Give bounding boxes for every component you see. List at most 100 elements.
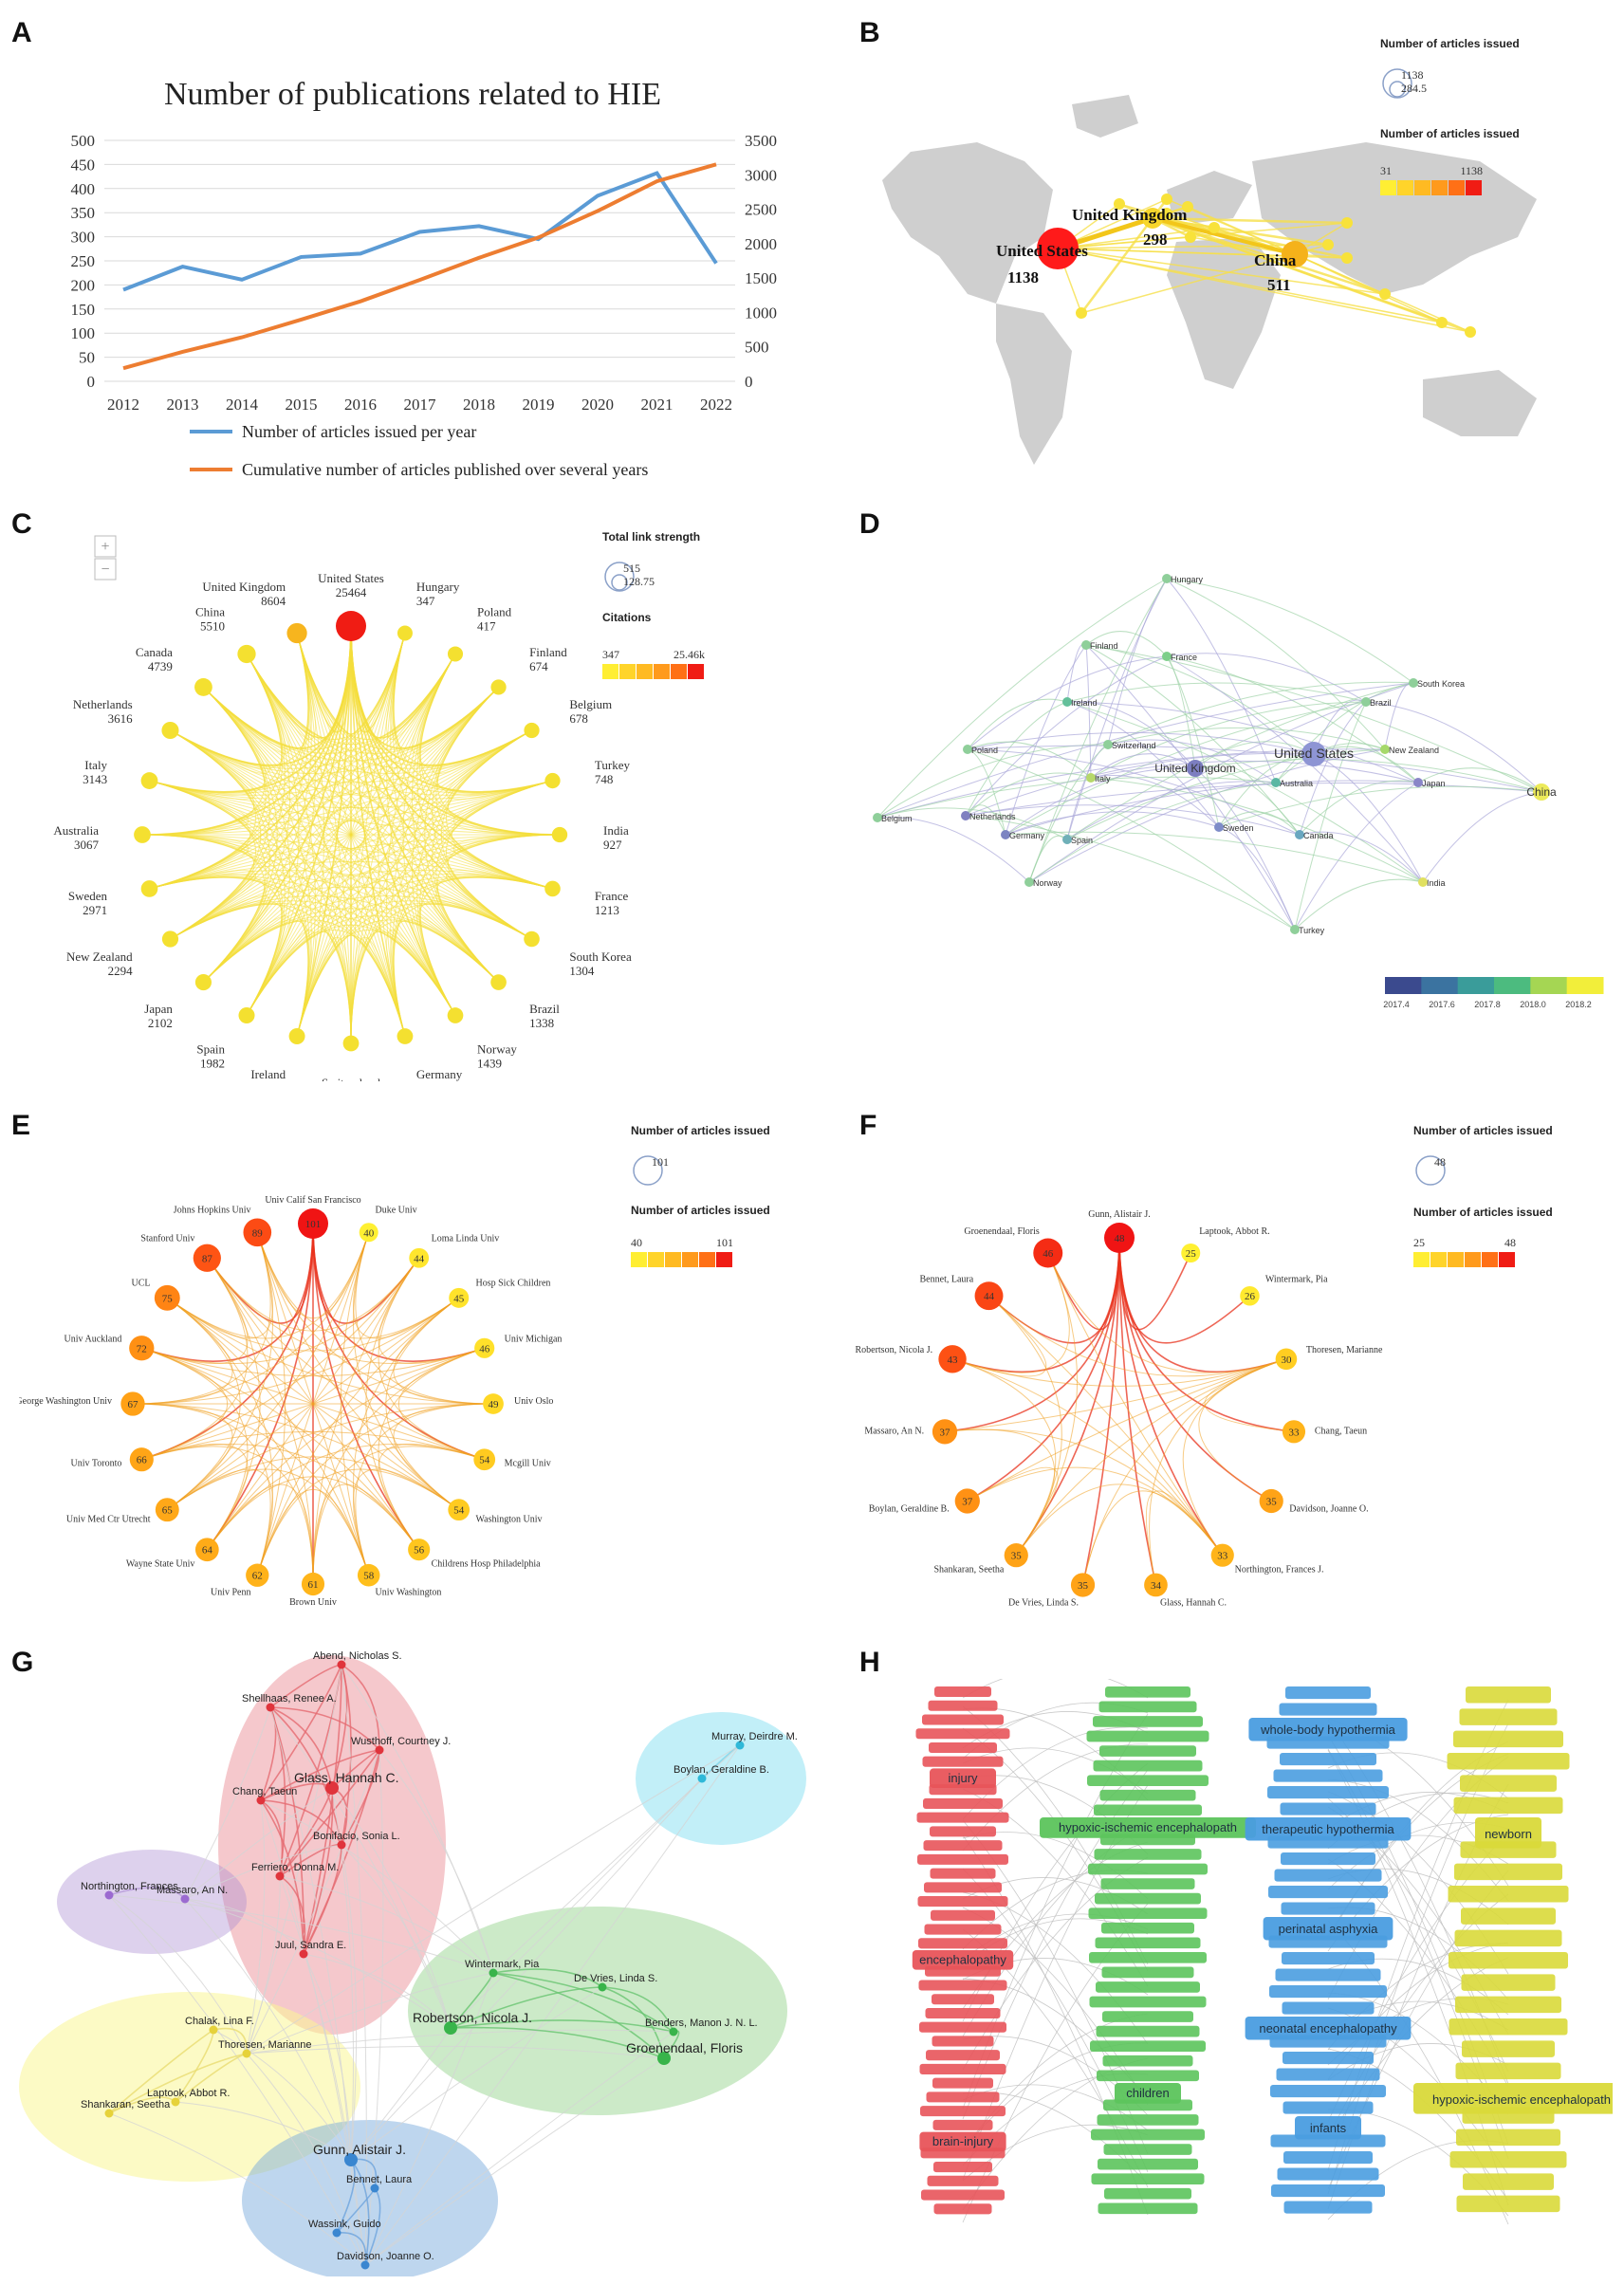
chord-node-finland <box>490 679 507 695</box>
chord-link <box>141 1347 420 1551</box>
keyword-small-box <box>1088 1863 1208 1875</box>
keyword-small-box <box>932 2119 993 2130</box>
chord-node-value-univ-calif-san-francisco: 101 <box>305 1219 322 1230</box>
overlay-node-south-korea <box>1409 678 1418 688</box>
map-legend-ramp-swatch <box>1397 180 1413 195</box>
chord-node-label-childrens-hosp-philadelphia: Childrens Hosp Philadelphia <box>432 1559 542 1570</box>
chord-link <box>1118 1237 1287 1373</box>
keyword-box-hypoxic-ischemic-encephalopath <box>1040 1817 1256 1838</box>
map-label-united-states: United States <box>996 242 1088 260</box>
panel-label-f: F <box>859 1110 877 1141</box>
author-link <box>350 2159 370 2266</box>
overlay-link <box>965 804 1301 836</box>
keyword-small-box <box>1282 1952 1375 1965</box>
chord-link <box>141 834 532 940</box>
map-legend-ramp-swatch <box>1449 180 1465 195</box>
keyword-small-box <box>1461 1974 1556 1991</box>
chord-link <box>170 729 456 1016</box>
author-node-boylan-geraldine-b <box>697 1774 707 1783</box>
keyword-small-box <box>1089 1996 1207 2008</box>
overlay-link <box>1275 743 1386 783</box>
keyword-small-box <box>1282 2001 1375 2015</box>
chord-node-label-hosp-sick-children: Hosp Sick Children <box>476 1278 551 1288</box>
keyword-box-children <box>1115 2083 1181 2104</box>
chord-node-label-sweden: Sweden <box>68 889 108 903</box>
f-legend-ramp-swatch <box>1413 1252 1430 1267</box>
map-link <box>1057 236 1191 249</box>
overlay-link <box>1066 643 1087 703</box>
chord-node-label-univ-med-ctr-utrecht: Univ Med Ctr Utrecht <box>66 1515 151 1525</box>
chord-node-massaro-an-n <box>932 1419 958 1445</box>
author-link <box>303 1953 452 2029</box>
author-link <box>350 2027 452 2161</box>
map-link-uk-cn <box>1152 216 1296 256</box>
chord-link <box>1081 1237 1120 1586</box>
chord-node-wayne-state-univ <box>194 1538 219 1562</box>
chord-node-value-univ-oslo: 49 <box>489 1399 500 1410</box>
e-legend-ramp-swatch <box>631 1252 647 1267</box>
chord-node-label-groenendaal-floris: Groenendaal, Floris <box>964 1226 1040 1237</box>
overlay-node-brazil <box>1361 697 1371 707</box>
overlay-link <box>1085 631 1168 657</box>
author-link <box>269 1706 333 1789</box>
chord-node-value-davidson-joanne-o: 35 <box>1266 1497 1278 1508</box>
overlay-link <box>1294 878 1424 931</box>
chord-node-label-thoresen-marianne: Thoresen, Marianne <box>1306 1345 1383 1355</box>
chord-node-value-de-vries-linda-s: 35 <box>1078 1580 1089 1592</box>
author-label-bonifacio-sonia-l: Bonifacio, Sonia L. <box>313 1831 400 1842</box>
keyword-small-box <box>1095 1892 1201 1905</box>
panel-label-c: C <box>11 508 32 540</box>
e-legend-size-circle <box>633 1155 663 1186</box>
chord-node-value-sweden: 2971 <box>83 903 107 917</box>
author-link <box>269 1706 380 1751</box>
keyword-small-box <box>920 2106 1006 2117</box>
overlay-link <box>1085 644 1092 779</box>
keyword-label-infants: infants <box>1310 2121 1347 2135</box>
chord-link <box>1118 1237 1224 1557</box>
colorbar-segment <box>1494 977 1531 994</box>
chord-link <box>166 1297 494 1405</box>
keyword-small-box <box>1456 2195 1560 2213</box>
author-label-massaro-an-n: Massaro, An N. <box>157 1885 228 1896</box>
keyword-small-box <box>1281 1902 1375 1915</box>
chord-link <box>149 780 250 890</box>
keyword-small-box <box>932 2036 994 2047</box>
chord-link <box>1047 1237 1120 1331</box>
overlay-link <box>1066 781 1277 840</box>
author-link <box>184 1706 271 1900</box>
keyword-label-hypoxic-ischemic-encephalopath: hypoxic-ischemic encephalopath <box>1432 2092 1611 2107</box>
chord-node-value-india: 927 <box>603 838 622 852</box>
overlay-link <box>1066 701 1424 883</box>
overlay-link <box>1218 785 1542 828</box>
author-link <box>331 1787 452 2029</box>
chart-b-country-map: United States 1138 United Kingdom 298 China 5… <box>882 37 1537 465</box>
c-legend-ramp-swatch <box>688 664 704 679</box>
keyword-small-box <box>931 1909 995 1921</box>
chord-node-univ-penn <box>246 1563 269 1587</box>
zoom-in-button[interactable] <box>94 535 117 558</box>
overlay-link <box>965 752 1315 817</box>
author-node-de-vries-linda-s <box>598 1982 607 1992</box>
overlay-link <box>965 804 1006 836</box>
chart-a-right-tick: 2500 <box>745 201 777 219</box>
keyword-small-box <box>1285 1686 1371 1700</box>
overlay-label-netherlands: Netherlands <box>969 812 1016 821</box>
overlay-link <box>1275 682 1414 783</box>
keyword-small-box <box>1453 1730 1563 1748</box>
overlay-link <box>1294 701 1367 931</box>
author-link <box>279 1875 494 1974</box>
chord-node-label-bennet-laura: Bennet, Laura <box>920 1274 974 1284</box>
map-value-united-states: 1138 <box>1007 268 1039 286</box>
overlay-link <box>1090 701 1367 779</box>
zoom-out-button[interactable] <box>94 558 117 580</box>
chord-node-label-australia: Australia <box>53 823 99 838</box>
chord-link <box>141 834 266 983</box>
keyword-box-brain-injury <box>919 2131 1006 2152</box>
keyword-small-box <box>922 1756 1004 1767</box>
chord-node-chang-taeun <box>1282 1420 1306 1444</box>
author-link <box>492 1744 741 1974</box>
chord-node-duke-univ <box>359 1223 378 1243</box>
keyword-small-box <box>1105 1686 1190 1698</box>
keyword-small-box <box>1462 2040 1555 2057</box>
